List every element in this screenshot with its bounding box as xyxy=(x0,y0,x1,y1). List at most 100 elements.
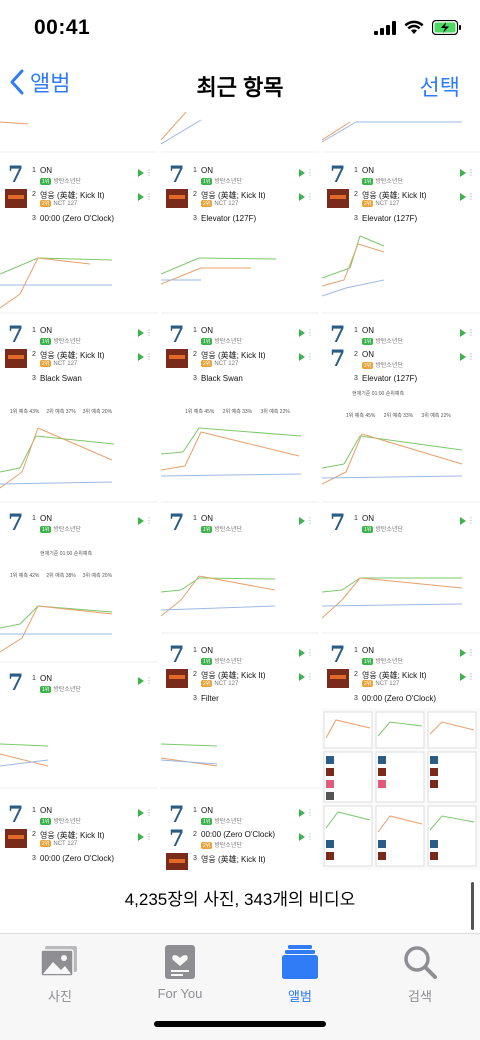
photo-thumbnail[interactable]: 현재기준 01:00 순위예측 1위 예측 42% 2위 예측 38% 3위 예… xyxy=(0,548,158,706)
photo-thumbnail[interactable]: 7 1 ON 1위 방탄소년단 ⋮ 7 2 ON 2위 방탄소년단 ⋮ 3 Elevator (127… xyxy=(322,228,480,386)
chart-fragment xyxy=(322,121,480,153)
for-you-icon xyxy=(165,945,195,979)
chart-fragment xyxy=(161,575,319,634)
play-icon xyxy=(460,193,466,201)
more-icon: ⋮ xyxy=(306,192,314,201)
more-icon: ⋮ xyxy=(145,328,153,337)
battery-charging-icon xyxy=(432,20,461,35)
photo-thumbnail[interactable]: 7 1 ON 1위 방탄소년단 ⋮ 2 영웅 (英雄; Kick It) 2위 NCT 127 ⋮… xyxy=(0,708,158,870)
list-item: 2 영웅 (英雄; Kick It) 2위 NCT 127 ⋮ xyxy=(322,668,480,690)
tab-albums[interactable]: 앨범 xyxy=(250,942,350,1005)
chart-fragment xyxy=(0,743,158,789)
home-indicator[interactable] xyxy=(154,1021,326,1027)
chart-fragment xyxy=(0,121,158,153)
tab-label: For You xyxy=(157,986,203,1001)
chart-fragment xyxy=(161,743,319,789)
list-item: 2 영웅 (英雄; Kick It) 2위 NCT 127 ⋮ xyxy=(161,668,319,690)
photo-thumbnail[interactable]: 1위 예측 43% 2위 예측 37% 3위 예측 20% 7 1 ON 1위 방탄소년… xyxy=(0,388,158,546)
list-item: 7 1 ON 1위 방탄소년단 ⋮ xyxy=(169,162,314,188)
photo-thumbnail[interactable] xyxy=(322,708,480,870)
more-icon: ⋮ xyxy=(145,168,153,177)
more-icon: ⋮ xyxy=(145,808,153,817)
navigation-bar: 앨범 최근 항목 선택 xyxy=(0,58,480,110)
play-icon xyxy=(299,329,305,337)
play-icon xyxy=(299,649,305,657)
scrollbar[interactable] xyxy=(471,882,474,930)
tab-label: 앨범 xyxy=(288,989,312,1004)
status-bar: 00:41 xyxy=(0,0,480,58)
tab-label: 검색 xyxy=(408,989,432,1004)
more-icon: ⋮ xyxy=(306,672,314,681)
chart-fragment xyxy=(161,112,319,153)
play-icon xyxy=(460,169,466,177)
more-icon: ⋮ xyxy=(145,676,153,685)
list-item: 2 영웅 (英雄; Kick It) 2위 NCT 127 ⋮ xyxy=(0,828,158,850)
tab-search[interactable]: 검색 xyxy=(370,942,470,1005)
photo-thumbnail[interactable]: 7 1 ON 1위 방탄소년단 ⋮ 2 영웅 (英雄; Kick It) 2위 NCT 127 ⋮… xyxy=(161,548,319,706)
list-item: 7 1 ON 1위 방탄소년단 ⋮ xyxy=(169,322,314,348)
chart-fragment xyxy=(0,605,158,663)
play-icon xyxy=(299,833,305,841)
play-icon xyxy=(460,329,466,337)
photo-thumbnail[interactable]: 7 1 ON 1위 방탄소년단 ⋮ 7 2 00:00 (Zero O'Clock) 2위 방탄소… xyxy=(161,708,319,870)
photo-thumbnail[interactable]: 7 1 ON 1위 방탄소년단 ⋮ 2 영웅 (英雄; Kick It) 2위 NCT 127 ⋮… xyxy=(0,112,158,224)
chart-fragment xyxy=(322,235,480,314)
list-item: 7 1 ON 1위 방탄소년단 ⋮ xyxy=(8,322,153,348)
list-item: 7 1 ON 1위 방탄소년단 ⋮ xyxy=(169,802,314,828)
search-icon xyxy=(404,946,437,979)
list-item: 3 Black Swan xyxy=(193,374,243,383)
more-icon: ⋮ xyxy=(306,352,314,361)
status-time: 00:41 xyxy=(34,16,91,39)
photo-thumbnail[interactable]: 7 1 ON 1위 방탄소년단 ⋮ 2 영웅 (英雄; Kick It) 2위 NCT 127 ⋮… xyxy=(322,112,480,224)
photo-thumbnail[interactable]: 7 1 ON 1위 방탄소년단 ⋮ 2 영웅 (英雄; Kick It) 2위 NCT 127 ⋮… xyxy=(161,228,319,386)
play-icon xyxy=(460,353,466,361)
album-art xyxy=(166,349,188,368)
list-item: 7 1 ON 1위 방탄소년단 ⋮ xyxy=(8,670,153,696)
play-icon xyxy=(138,193,144,201)
list-item: 7 1 ON 1위 방탄소년단 ⋮ xyxy=(330,162,475,188)
more-icon: ⋮ xyxy=(467,192,475,201)
list-item: 2 영웅 (英雄; Kick It) 2위 NCT 127 ⋮ xyxy=(0,188,158,210)
photo-thumbnail[interactable]: 1위 예측 45% 2위 예측 33% 3위 예측 22% 7 1 ON 1위 방탄소년… xyxy=(161,388,319,546)
more-icon: ⋮ xyxy=(467,516,475,525)
tab-for-you[interactable]: For You xyxy=(130,942,230,1001)
more-icon: ⋮ xyxy=(467,168,475,177)
photo-thumbnail[interactable]: 7 1 ON 1위 방탄소년단 ⋮ 2 영웅 (英雄; Kick It) 2위 NCT 127 ⋮… xyxy=(322,548,480,706)
more-icon: ⋮ xyxy=(145,516,153,525)
album-art xyxy=(5,829,27,848)
more-icon: ⋮ xyxy=(145,832,153,841)
more-icon: ⋮ xyxy=(467,648,475,657)
chart-fragment xyxy=(0,257,158,314)
play-icon xyxy=(138,833,144,841)
tab-label: 사진 xyxy=(48,989,72,1004)
chevron-left-icon xyxy=(10,69,24,95)
more-icon: ⋮ xyxy=(306,516,314,525)
select-button[interactable]: 선택 xyxy=(419,75,460,100)
play-icon xyxy=(460,649,466,657)
list-item: 7 1 ON 1위 방탄소년단 ⋮ xyxy=(330,322,475,348)
play-icon xyxy=(138,677,144,685)
photo-thumbnail[interactable]: 7 1 ON 1위 방탄소년단 ⋮ 2 영웅 (英雄; Kick It) 2위 NCT 127 ⋮… xyxy=(0,228,158,386)
back-button[interactable]: 앨범 xyxy=(10,66,70,98)
play-icon xyxy=(138,517,144,525)
more-icon: ⋮ xyxy=(306,168,314,177)
album-art xyxy=(5,349,27,368)
list-item: 3 Elevator (127F) xyxy=(354,374,418,383)
list-item: 7 1 ON 1위 방탄소년단 ⋮ xyxy=(169,510,314,536)
play-icon xyxy=(299,353,305,361)
photo-thumbnail[interactable]: 현재기준 01:00 순위예측 1위 예측 45% 2위 예측 33% 3위 예… xyxy=(322,388,480,546)
photo-thumbnail[interactable]: 7 1 ON 1위 방탄소년단 ⋮ 2 영웅 (英雄; Kick It) 2위 NCT 127 ⋮… xyxy=(161,112,319,224)
photo-grid: 7 1 ON 1위 방탄소년단 ⋮ 2 영웅 (英雄; Kick It) 2위 NCT 127 ⋮… xyxy=(0,112,480,870)
list-item: 7 1 ON 1위 방탄소년단 ⋮ xyxy=(169,642,314,668)
more-icon: ⋮ xyxy=(306,808,314,817)
list-item: 2 영웅 (英雄; Kick It) 2위 NCT 127 ⋮ xyxy=(322,188,480,210)
list-item: 3 00:00 (Zero O'Clock) xyxy=(354,694,436,703)
chart-fragment xyxy=(161,427,319,503)
album-art xyxy=(5,189,27,208)
more-icon: ⋮ xyxy=(145,192,153,201)
tab-photos[interactable]: 사진 xyxy=(10,942,110,1005)
list-item: 7 1 ON 1위 방탄소년단 ⋮ xyxy=(8,510,153,536)
play-icon xyxy=(299,193,305,201)
list-item: 2 영웅 (英雄; Kick It) 2위 NCT 127 ⋮ xyxy=(161,188,319,210)
more-icon: ⋮ xyxy=(306,648,314,657)
